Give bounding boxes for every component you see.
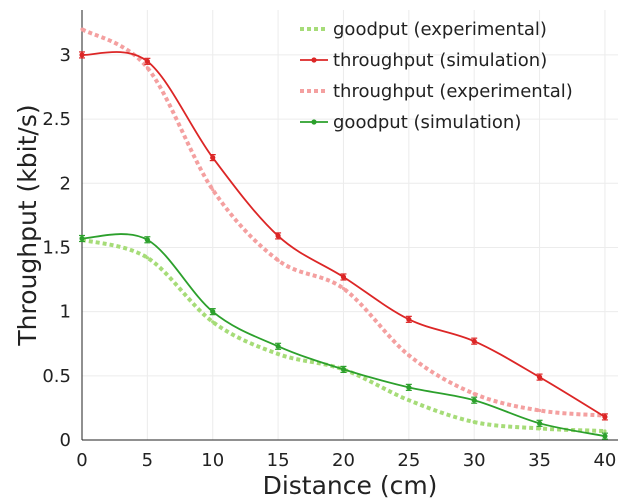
data-point [145,66,149,70]
data-point [144,58,150,64]
y-axis-title: Throughput (kbit/s) [13,104,42,346]
data-point [472,392,476,396]
data-point [276,352,280,356]
y-tick-labels: 0 0.5 1 1.5 2 2.5 3 [42,45,71,451]
legend-marker [311,57,317,63]
data-point [406,316,412,322]
legend-label: goodput (experimental) [333,19,547,40]
data-point [145,256,149,260]
x-tick-label: 20 [332,450,355,471]
data-point [471,397,477,403]
data-point [79,235,85,242]
data-point [407,398,411,402]
legend-label: goodput (simulation) [333,112,521,133]
data-point [602,433,608,439]
data-point [275,233,281,239]
data-point [80,27,84,31]
data-point [211,320,215,324]
series-3 [79,233,608,440]
series-line [81,51,606,418]
data-point [276,258,280,262]
legend-item: throughput (experimental) [300,81,573,102]
x-tick-label: 35 [528,450,551,471]
data-point [340,366,347,373]
x-tick-label: 40 [593,450,616,471]
x-tick-labels: 0 5 10 15 20 25 30 35 40 [76,450,616,471]
data-point [603,429,607,433]
data-point [210,309,216,315]
x-tick-label: 15 [267,450,290,471]
y-tick-label: 2 [60,173,71,194]
y-tick-label: 0 [60,430,71,451]
y-tick-label: 1.5 [42,237,71,258]
legend-marker [311,119,317,125]
data-series [79,27,608,440]
data-point [407,353,411,357]
y-tick-label: 0.5 [42,366,71,387]
series-line [80,27,606,418]
legend-item: goodput (experimental) [300,19,547,40]
data-point [340,274,347,280]
x-tick-label: 0 [76,450,87,471]
y-tick-label: 3 [60,45,71,66]
data-point [602,414,608,420]
axes [81,10,618,441]
data-point [472,420,476,424]
data-point [537,426,542,431]
data-point [144,237,150,243]
x-tick-label: 25 [397,450,420,471]
legend-label: throughput (experimental) [333,81,573,102]
y-tick-label: 1 [60,302,71,323]
data-point [471,338,477,344]
data-point [536,374,543,380]
data-point [210,155,216,161]
legend-label: throughput (simulation) [333,50,547,71]
x-tick-label: 10 [201,450,224,471]
series-1 [79,51,608,421]
legend-item: goodput (simulation) [300,112,521,133]
x-tick-label: 5 [142,450,153,471]
data-point [275,343,281,349]
y-tick-label: 2.5 [42,109,71,130]
grid [82,10,618,440]
data-point [211,188,215,192]
data-point [79,52,85,58]
legend: goodput (experimental) throughput (simula… [300,19,573,133]
x-axis-title: Distance (cm) [263,471,438,500]
data-point [341,286,346,291]
data-point [537,408,542,413]
legend-item: throughput (simulation) [300,50,547,71]
x-tick-label: 30 [463,450,486,471]
series-line [81,237,606,434]
data-point [406,384,412,390]
data-point [536,420,543,426]
